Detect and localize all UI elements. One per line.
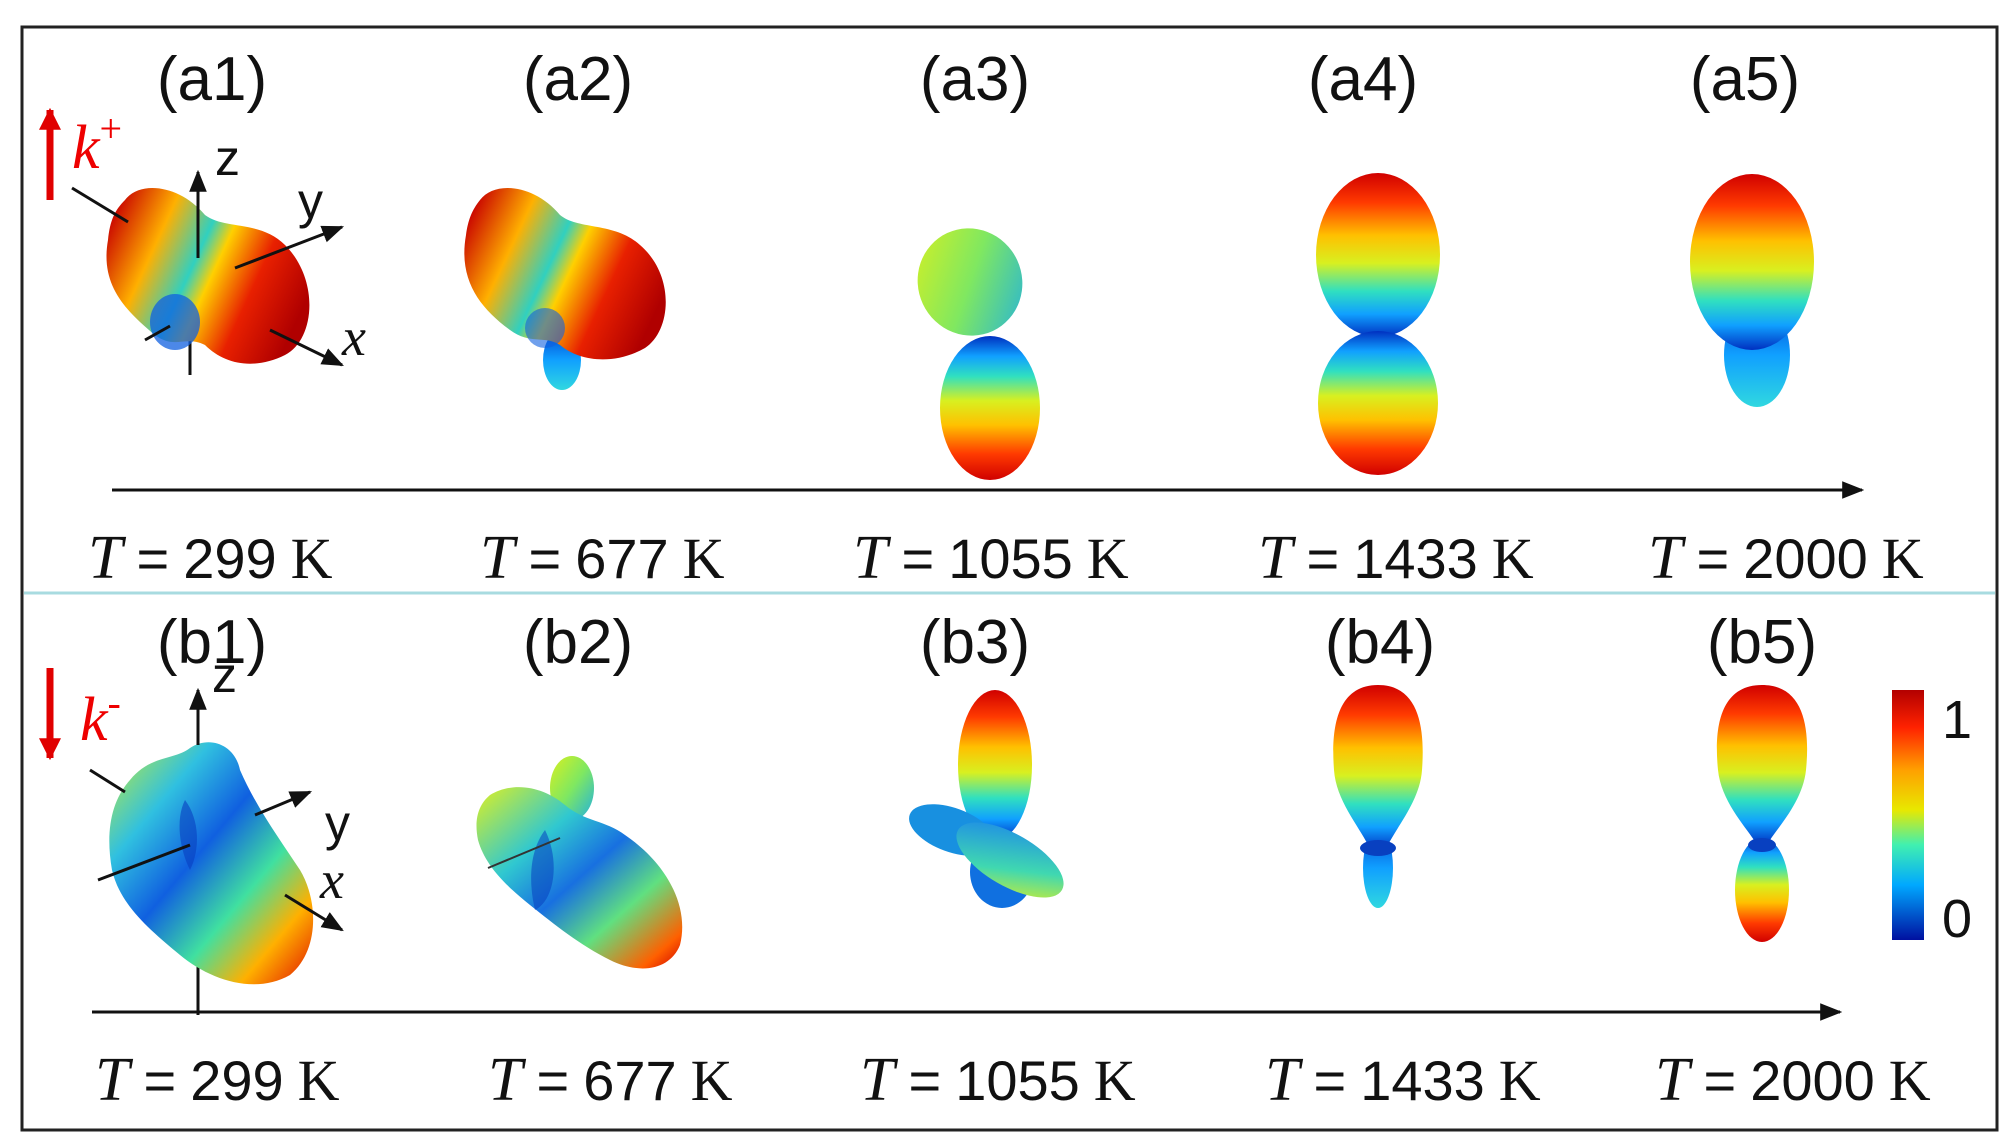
colorbar-min-label: 0 — [1942, 889, 1972, 949]
axis-z-a1: z — [215, 130, 240, 186]
axis-x-a1: x — [341, 307, 366, 367]
temperature-a2: T = 677 K — [480, 524, 725, 592]
k-minus-label: k- — [80, 680, 121, 754]
k-plus-label: k+ — [72, 106, 122, 182]
colorbar-gradient — [1892, 690, 1924, 940]
axis-y-b1: y — [325, 795, 350, 851]
row-b: (b1) (b2) (b3) (b4) (b5) k- z y x — [39, 608, 1972, 1114]
panel-label-b5: (b5) — [1707, 608, 1817, 677]
temperature-b5: T = 2000 K — [1655, 1046, 1931, 1114]
shape-a2 — [464, 188, 666, 390]
temperature-b4: T = 1433 K — [1265, 1046, 1541, 1114]
temperature-b3: T = 1055 K — [860, 1046, 1136, 1114]
axis-x-b1: x — [319, 850, 344, 910]
temperature-b2: T = 677 K — [488, 1046, 733, 1114]
temperature-b1: T = 299 K — [95, 1046, 340, 1114]
panel-label-b1: (b1) — [157, 608, 267, 677]
axis-z-b1: z — [212, 647, 237, 703]
panel-label-a4: (a4) — [1308, 45, 1418, 114]
panel-label-a2: (a2) — [523, 45, 633, 114]
panel-label-a3: (a3) — [920, 45, 1030, 114]
shape-a3 — [917, 228, 1040, 480]
panel-label-b2: (b2) — [523, 608, 633, 677]
shape-a5 — [1690, 174, 1814, 407]
panel-label-b4: (b4) — [1325, 608, 1435, 677]
shape-b3 — [909, 690, 1064, 908]
colorbar: 1 0 — [1892, 690, 1972, 949]
shape-b4 — [1333, 685, 1423, 908]
figure-frame — [20, 25, 1999, 1132]
panel-label-a1: (a1) — [157, 45, 267, 114]
shape-a4 — [1316, 173, 1440, 475]
panel-label-b3: (b3) — [920, 608, 1030, 677]
row-a: (a1) (a2) (a3) (a4) (a5) k+ z y x — [39, 45, 1924, 592]
temperature-a1: T = 299 K — [88, 524, 333, 592]
shape-b2 — [476, 756, 683, 969]
shape-b1: z y x — [89, 647, 350, 1015]
temperature-a4: T = 1433 K — [1258, 524, 1534, 592]
colorbar-max-label: 1 — [1942, 690, 1972, 750]
shape-b5 — [1716, 685, 1808, 942]
shape-a1: z y x — [71, 130, 366, 375]
panel-label-a5: (a5) — [1690, 45, 1800, 114]
temperature-a3: T = 1055 K — [853, 524, 1129, 592]
axis-y-a1: y — [298, 173, 323, 229]
temperature-a5: T = 2000 K — [1648, 524, 1924, 592]
